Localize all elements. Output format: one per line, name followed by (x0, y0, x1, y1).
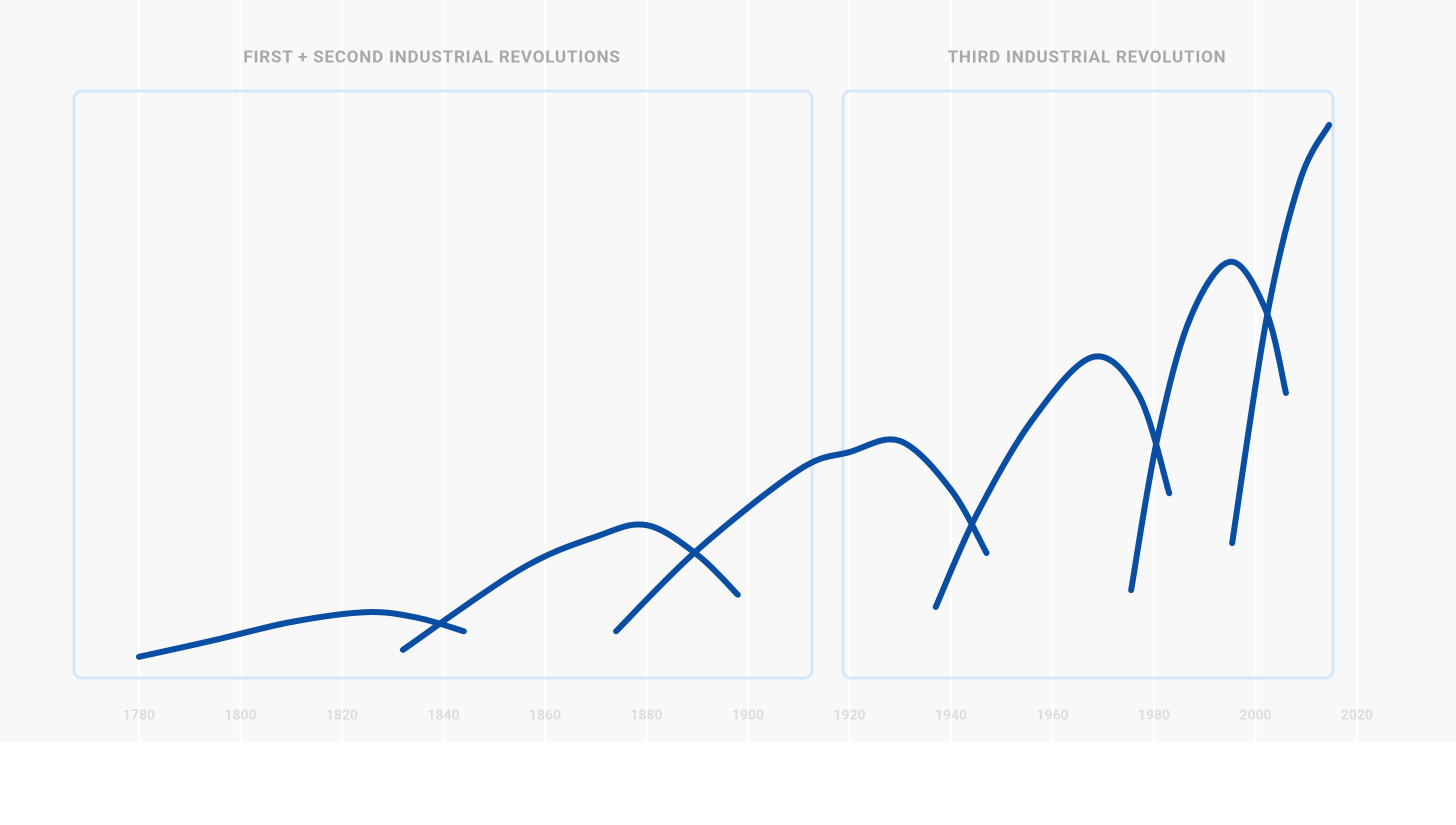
x-tick-label: 1820 (326, 708, 358, 724)
line (399, 521, 741, 653)
line (136, 609, 467, 660)
line (1229, 121, 1333, 547)
x-tick-label: 1800 (224, 708, 256, 724)
x-tick-label: 1840 (427, 708, 459, 724)
x-tick-label: 2000 (1239, 708, 1271, 724)
x-tick-label: 1860 (529, 708, 561, 724)
x-tick-label: 1920 (833, 708, 865, 724)
x-tick-label: 1900 (732, 708, 764, 724)
x-tick-label: 1940 (935, 708, 967, 724)
grid (138, 0, 1358, 742)
line (932, 353, 1173, 610)
x-tick-label: 2020 (1341, 708, 1373, 724)
panel-title: FIRST + SECOND INDUSTRIAL REVOLUTIONS (243, 47, 620, 67)
panel-box (72, 89, 814, 680)
chart: FIRST + SECOND INDUSTRIAL REVOLUTIONS TH… (72, 0, 1374, 742)
line (613, 436, 990, 635)
background (0, 0, 1456, 742)
x-tick-label: 1980 (1138, 708, 1170, 724)
x-tick-label: 1880 (630, 708, 662, 724)
x-tick-label: 1960 (1036, 708, 1068, 724)
panel-box (841, 89, 1335, 680)
panel-title: THIRD INDUSTRIAL REVOLUTION (948, 47, 1227, 67)
x-tick-label: 1780 (123, 708, 155, 724)
